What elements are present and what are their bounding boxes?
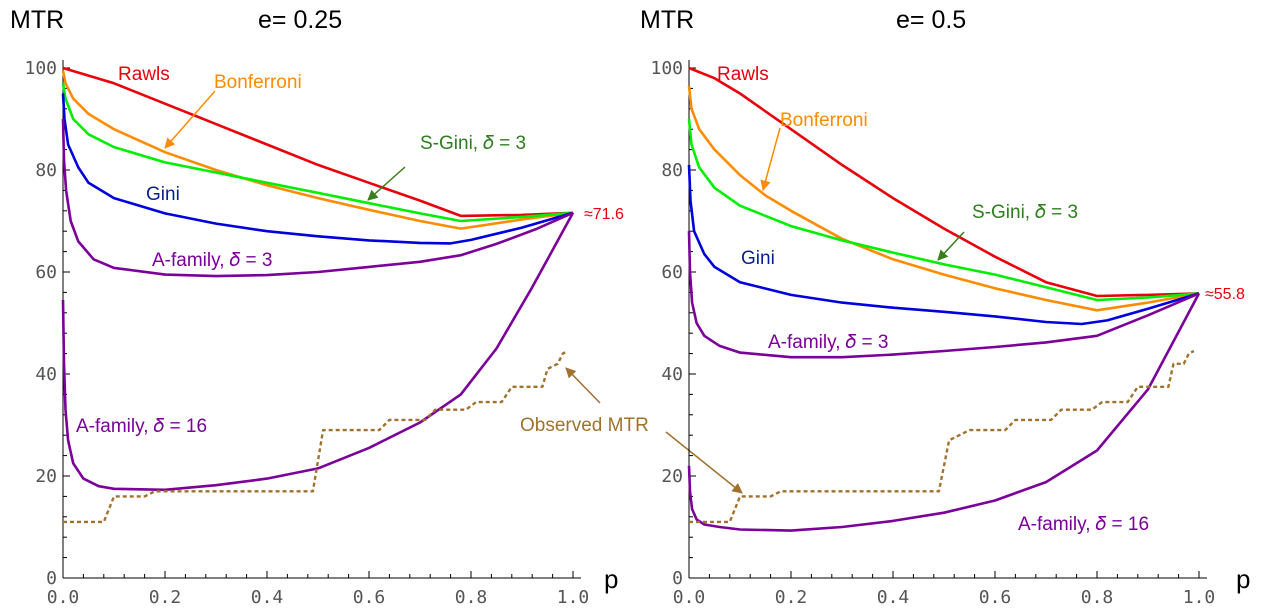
x-tick-label: 0.6 [353,587,386,608]
series-line-a-family-3 [687,231,1200,359]
curve-label-rawls: Rawls [717,64,769,85]
x-tick-label: 0.0 [47,587,80,608]
y-tick-label: 100 [650,58,683,79]
annotation-arrow [760,127,781,192]
y-tick-label: 80 [661,160,683,181]
series-line-rawls [62,66,574,218]
y-tick-label: 0 [46,568,57,589]
x-tick-label: 0.4 [251,587,284,608]
y-tick-label: 20 [35,466,57,487]
panel-title: e= 0.25 [258,6,342,34]
y-tick-label: 40 [35,364,57,385]
x-tick-label: 0.2 [775,587,808,608]
x-tick-label: 0.2 [149,587,182,608]
x-tick-label: 1.0 [557,587,590,608]
x-tick-label: 0.0 [673,587,706,608]
curve-label-gini: Gini [146,184,180,205]
y-tick-label: 80 [35,160,57,181]
x-tick-label: 0.4 [877,587,910,608]
annotation-arrow [164,90,216,149]
series-line-a-family-3 [61,118,574,278]
y-tick-label: 40 [661,364,683,385]
curve-label-s-gini: S-Gini, 𝛿 = 3 [420,133,526,154]
annotation-arrow [665,431,743,494]
mtr-axis-label: MTR [640,6,694,34]
curve-label-s-gini: S-Gini, 𝛿 = 3 [972,202,1078,223]
series-line-observed-mtr [63,349,569,524]
x-tick-label: 1.0 [1183,587,1216,608]
series-line-a-family-16 [687,292,1201,532]
curve-label-a16: A-family, 𝛿 = 16 [76,416,207,437]
curve-label-gini: Gini [741,248,775,269]
curve-label-a3: A-family, 𝛿 = 3 [768,332,888,353]
x-tick-label: 0.6 [979,587,1012,608]
endpoint-value-label: ≈71.6 [584,206,624,223]
x-axis-label: p [604,564,618,594]
series-line-s-gini-3 [61,83,574,223]
y-tick-label: 20 [661,466,683,487]
y-tick-label: 60 [35,262,57,283]
series-line-a-family-16 [61,212,575,492]
curve-label-rawls: Rawls [118,64,170,85]
curve-label-a16: A-family, 𝛿 = 16 [1018,514,1149,535]
y-tick-label: 60 [661,262,683,283]
x-axis-label: p [1236,564,1250,594]
annotation-arrow [367,166,406,201]
endpoint-value-label: ≈55.8 [1205,286,1245,303]
series-line-rawls [688,66,1200,298]
series-line-gini [687,164,1200,326]
mtr-axis-label: MTR [10,6,64,34]
curve-label-bonferroni: Bonferroni [214,72,302,93]
annotation-arrow [565,367,601,404]
series-line-observed-mtr [689,349,1195,524]
y-tick-label: 100 [24,58,57,79]
curve-label-bonferroni: Bonferroni [780,110,868,131]
panel-title: e= 0.5 [896,6,966,34]
curve-label-obs: Observed MTR [520,415,649,436]
series-line-gini [61,93,574,245]
annotation-arrow [937,231,965,261]
x-tick-label: 0.8 [1081,587,1114,608]
series-line-s-gini-3 [687,118,1200,302]
series-line-bonferroni [687,85,1200,312]
curve-label-a3: A-family, 𝛿 = 3 [152,250,272,271]
y-tick-label: 0 [672,568,683,589]
x-tick-label: 0.8 [455,587,488,608]
